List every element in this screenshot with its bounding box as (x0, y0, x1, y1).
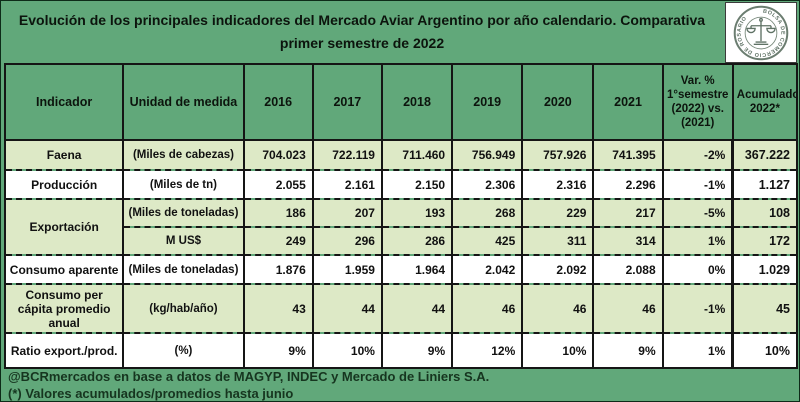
header-row: Indicador Unidad de medida 2016 2017 201… (3, 63, 799, 141)
cell-2016: 1.876 (242, 254, 314, 284)
cell-2016: 704.023 (242, 140, 314, 170)
cell-2016: 9% (242, 332, 314, 368)
cell-2020: 10% (521, 332, 595, 368)
cell-2019: 756.949 (451, 140, 524, 170)
scales-icon (746, 17, 776, 45)
cell-2019: 2.042 (451, 254, 524, 284)
table-row-consumo-aparente: Consumo aparente (Miles de toneladas) 1.… (3, 254, 799, 284)
cell-acumulado: 45 (731, 283, 799, 333)
row-unit: (Miles de tn) (122, 169, 245, 199)
cell-var: -2% (661, 140, 734, 170)
cell-2020: 757.926 (521, 140, 595, 170)
cell-2018: 44 (380, 283, 454, 333)
source-footer: @BCRmercados en base a datos de MAGYP, I… (8, 369, 788, 402)
cell-2019: 46 (451, 283, 524, 333)
row-label: Producción (3, 169, 125, 199)
cell-2018: 9% (380, 332, 454, 368)
cell-2021: 2.088 (592, 254, 664, 284)
cell-2017: 2.161 (311, 169, 383, 199)
table-row-consumo-per-capita: Consumo per cápita promedio anual (kg/ha… (3, 283, 799, 333)
cell-2019: 425 (451, 226, 524, 255)
col-header-2020: 2020 (521, 63, 595, 141)
cell-var: -1% (661, 283, 734, 333)
note-line: (*) Valores acumulados/promedios hasta j… (8, 385, 294, 401)
row-label: Consumo per cápita promedio anual (3, 283, 125, 333)
row-label: Faena (3, 140, 125, 170)
cell-2021: 741.395 (592, 140, 664, 170)
cell-2017: 1.959 (311, 254, 383, 284)
cell-var: -1% (661, 169, 734, 199)
cell-var: 1% (661, 332, 734, 368)
page-title: Evolución de los principales indicadores… (18, 12, 706, 51)
table-row-exportacion: Exportación (Miles de toneladas) 186 207… (3, 198, 799, 255)
cell-acumulado: 1.127 (731, 169, 799, 199)
table-row-exportacion-musd: M US$ 249 296 286 425 311 314 1% 172 (5, 226, 799, 255)
table-row-produccion: Producción (Miles de tn) 2.055 2.161 2.1… (3, 169, 799, 199)
cell-2020: 46 (521, 283, 595, 333)
bcr-seal-icon: BOLSA DE COMERCIO DE ROSARIO (733, 5, 789, 60)
cell-var: -5% (661, 198, 734, 227)
row-label: Exportación (3, 198, 125, 255)
cell-2021: 9% (592, 332, 664, 368)
cell-2018: 286 (380, 226, 454, 255)
cell-2020: 2.316 (521, 169, 595, 199)
cell-2021: 46 (592, 283, 664, 333)
cell-2017: 207 (311, 198, 383, 227)
col-header-2016: 2016 (242, 63, 314, 141)
cell-2020: 2.092 (521, 254, 595, 284)
cell-acumulado: 10% (731, 332, 799, 368)
cell-2016: 43 (242, 283, 314, 333)
cell-2021: 2.296 (592, 169, 664, 199)
cell-2018: 1.964 (380, 254, 454, 284)
cell-2019: 2.306 (451, 169, 524, 199)
cell-2016: 2.055 (242, 169, 314, 199)
row-label: Ratio export./prod. (3, 332, 125, 368)
cell-2019: 268 (451, 198, 524, 227)
row-unit: (Miles de toneladas) (122, 198, 245, 227)
bcr-logo: BOLSA DE COMERCIO DE ROSARIO (725, 2, 797, 63)
col-header-2017: 2017 (311, 63, 383, 141)
col-header-2021: 2021 (592, 63, 664, 141)
cell-acumulado: 108 (731, 198, 799, 227)
cell-2016: 249 (242, 226, 314, 255)
cell-2017: 44 (311, 283, 383, 333)
cell-2018: 2.150 (380, 169, 454, 199)
table-row-faena: Faena (Miles de cabezas) 704.023 722.119… (3, 140, 799, 170)
cell-2021: 217 (592, 198, 664, 227)
cell-acumulado: 172 (731, 226, 799, 255)
row-label: Consumo aparente (3, 254, 125, 284)
cell-2017: 296 (311, 226, 383, 255)
cell-2017: 722.119 (311, 140, 383, 170)
row-unit: M US$ (122, 226, 245, 255)
cell-2017: 10% (311, 332, 383, 368)
cell-2016: 186 (242, 198, 314, 227)
col-header-2019: 2019 (451, 63, 524, 141)
col-header-2018: 2018 (380, 63, 454, 141)
col-header-indicador: Indicador (3, 63, 125, 141)
row-unit: (kg/hab/año) (122, 283, 245, 333)
cell-2021: 314 (592, 226, 664, 255)
cell-2020: 229 (521, 198, 595, 227)
cell-acumulado: 367.222 (731, 140, 799, 170)
cell-var: 0% (661, 254, 734, 284)
cell-acumulado: 1.029 (731, 254, 799, 284)
row-unit: (%) (122, 332, 245, 368)
cell-2018: 711.460 (380, 140, 454, 170)
row-unit: (Miles de cabezas) (122, 140, 245, 170)
source-line: @BCRmercados en base a datos de MAGYP, I… (8, 369, 490, 384)
table-row-ratio: Ratio export./prod. (%) 9% 10% 9% 12% 10… (3, 332, 799, 368)
cell-2018: 193 (380, 198, 454, 227)
col-header-unidad: Unidad de medida (122, 63, 245, 141)
col-header-acumulado: Acumulado 2022* (731, 63, 799, 141)
col-header-var-pct: Var. % 1°semestre (2022) vs. (2021) (661, 63, 734, 141)
cell-2019: 12% (451, 332, 524, 368)
cell-2020: 311 (521, 226, 595, 255)
cell-var: 1% (661, 226, 734, 255)
indicators-table: Indicador Unidad de medida 2016 2017 201… (3, 63, 799, 369)
row-unit: (Miles de toneladas) (122, 254, 245, 284)
